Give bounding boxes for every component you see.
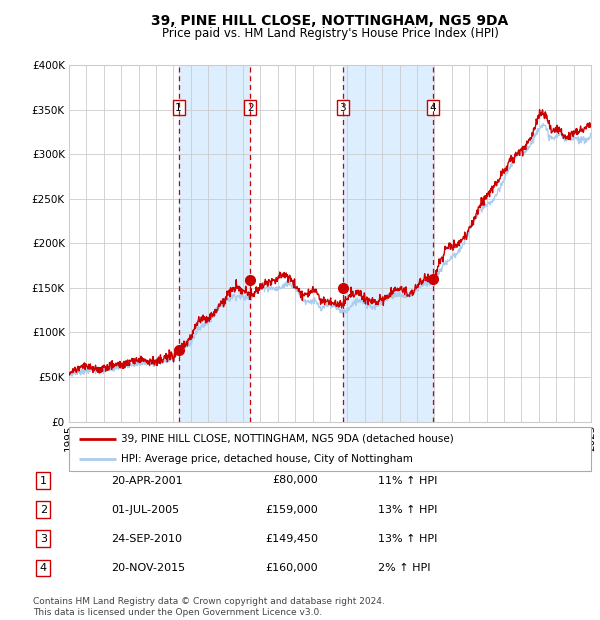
Text: 4: 4 <box>430 103 436 113</box>
Bar <box>179 65 250 422</box>
Text: 3: 3 <box>340 103 346 113</box>
Text: HPI: Average price, detached house, City of Nottingham: HPI: Average price, detached house, City… <box>121 454 413 464</box>
Text: 13% ↑ HPI: 13% ↑ HPI <box>378 534 437 544</box>
Text: 4: 4 <box>40 563 47 573</box>
Text: 1: 1 <box>40 476 47 485</box>
Bar <box>343 65 433 422</box>
Text: £159,000: £159,000 <box>265 505 318 515</box>
Text: 1: 1 <box>175 103 182 113</box>
Text: 11% ↑ HPI: 11% ↑ HPI <box>378 476 437 485</box>
Text: 39, PINE HILL CLOSE, NOTTINGHAM, NG5 9DA: 39, PINE HILL CLOSE, NOTTINGHAM, NG5 9DA <box>151 14 509 28</box>
Text: 2: 2 <box>40 505 47 515</box>
Text: 39, PINE HILL CLOSE, NOTTINGHAM, NG5 9DA (detached house): 39, PINE HILL CLOSE, NOTTINGHAM, NG5 9DA… <box>121 433 454 444</box>
Text: £160,000: £160,000 <box>265 563 318 573</box>
Text: 2% ↑ HPI: 2% ↑ HPI <box>378 563 431 573</box>
Text: 24-SEP-2010: 24-SEP-2010 <box>111 534 182 544</box>
Text: 13% ↑ HPI: 13% ↑ HPI <box>378 505 437 515</box>
FancyBboxPatch shape <box>69 427 591 471</box>
Text: 01-JUL-2005: 01-JUL-2005 <box>111 505 179 515</box>
Text: £149,450: £149,450 <box>265 534 318 544</box>
Text: 3: 3 <box>40 534 47 544</box>
Text: £80,000: £80,000 <box>272 476 318 485</box>
Text: Contains HM Land Registry data © Crown copyright and database right 2024.
This d: Contains HM Land Registry data © Crown c… <box>33 598 385 617</box>
Text: Price paid vs. HM Land Registry's House Price Index (HPI): Price paid vs. HM Land Registry's House … <box>161 27 499 40</box>
Text: 20-APR-2001: 20-APR-2001 <box>111 476 182 485</box>
Text: 20-NOV-2015: 20-NOV-2015 <box>111 563 185 573</box>
Text: 2: 2 <box>247 103 254 113</box>
